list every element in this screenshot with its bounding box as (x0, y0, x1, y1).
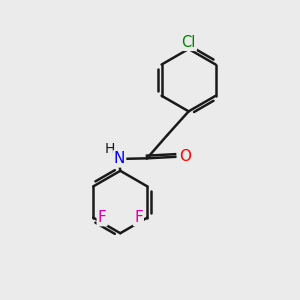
Text: O: O (179, 149, 191, 164)
Text: Cl: Cl (182, 35, 196, 50)
Text: H: H (104, 142, 115, 155)
Text: F: F (98, 210, 106, 225)
Text: F: F (134, 210, 143, 225)
Text: N: N (114, 152, 125, 166)
